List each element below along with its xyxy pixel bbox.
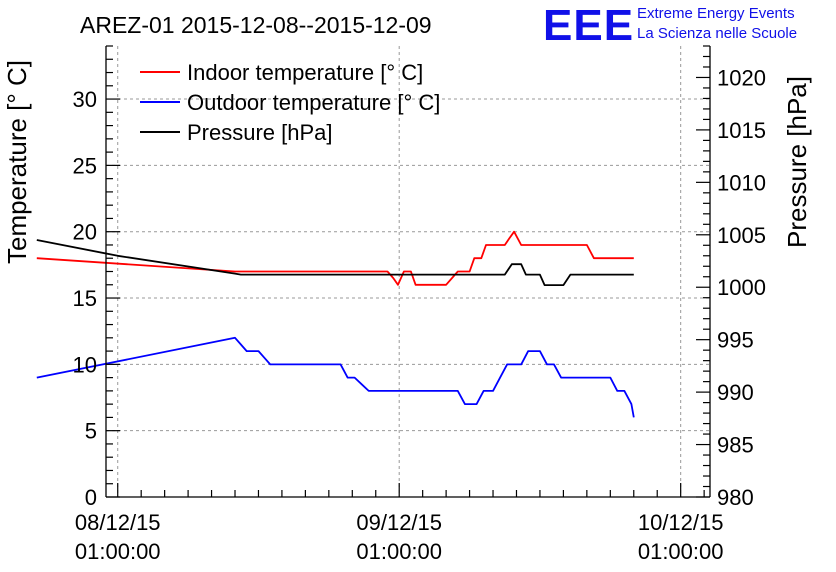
- y-left-tick-label-15: 15: [73, 286, 97, 311]
- pressure-line: [36, 239, 634, 287]
- y-left-tick-label-20: 20: [73, 220, 97, 245]
- y-left-tick-label-5: 5: [85, 419, 97, 444]
- y-left-tick-label-10: 10: [73, 352, 97, 377]
- chart-title: AREZ-01 2015-12-08--2015-12-09: [80, 12, 432, 38]
- x-tick-label-time-0: 01:00:00: [75, 539, 161, 564]
- y-right-tick-label-995: 995: [717, 328, 754, 353]
- eee-logo: EEE Extreme Energy Events La Scienza nel…: [543, 1, 797, 50]
- legend-label-indoor: Indoor temperature [° C]: [187, 60, 423, 85]
- logo-line-1: Extreme Energy Events: [637, 5, 795, 22]
- y-left-tick-label-25: 25: [73, 153, 97, 178]
- logo-mark: EEE: [543, 1, 634, 50]
- y-right-tick-label-1010: 1010: [717, 170, 766, 195]
- y-left-tick-label-0: 0: [85, 485, 97, 510]
- x-tick-label-time-24: 01:00:00: [356, 539, 442, 564]
- y-right-tick-label-1000: 1000: [717, 275, 766, 300]
- indoor-temperature-line: [36, 230, 634, 286]
- plot-series: [36, 230, 635, 418]
- y-right-tick-label-985: 985: [717, 433, 754, 458]
- legend: Indoor temperature [° C] Outdoor tempera…: [140, 60, 440, 145]
- x-tick-label-date-24: 09/12/15: [356, 510, 442, 535]
- y-axis-left-label: Temperature [° C]: [2, 60, 32, 264]
- outdoor-temperature-line: [36, 336, 635, 418]
- y-right-tick-label-1020: 1020: [717, 65, 766, 90]
- legend-label-outdoor: Outdoor temperature [° C]: [187, 90, 440, 115]
- axes: [105, 45, 711, 498]
- y-left-tick-label-30: 30: [73, 87, 97, 112]
- legend-label-pressure: Pressure [hPa]: [187, 120, 333, 145]
- y-right-tick-label-1005: 1005: [717, 223, 766, 248]
- x-tick-label-date-48: 10/12/15: [638, 510, 724, 535]
- y-right-tick-label-990: 990: [717, 380, 754, 405]
- y-axis-right-label: Pressure [hPa]: [782, 76, 812, 248]
- x-tick-label-time-48: 01:00:00: [638, 539, 724, 564]
- y-right-tick-label-1015: 1015: [717, 118, 766, 143]
- x-tick-label-date-0: 08/12/15: [75, 510, 161, 535]
- tick-labels: 0510152025309809859909951000100510101015…: [73, 65, 766, 564]
- gridlines: [106, 46, 710, 497]
- y-right-tick-label-980: 980: [717, 485, 754, 510]
- logo-line-2: La Scienza nelle Scuole: [637, 25, 797, 42]
